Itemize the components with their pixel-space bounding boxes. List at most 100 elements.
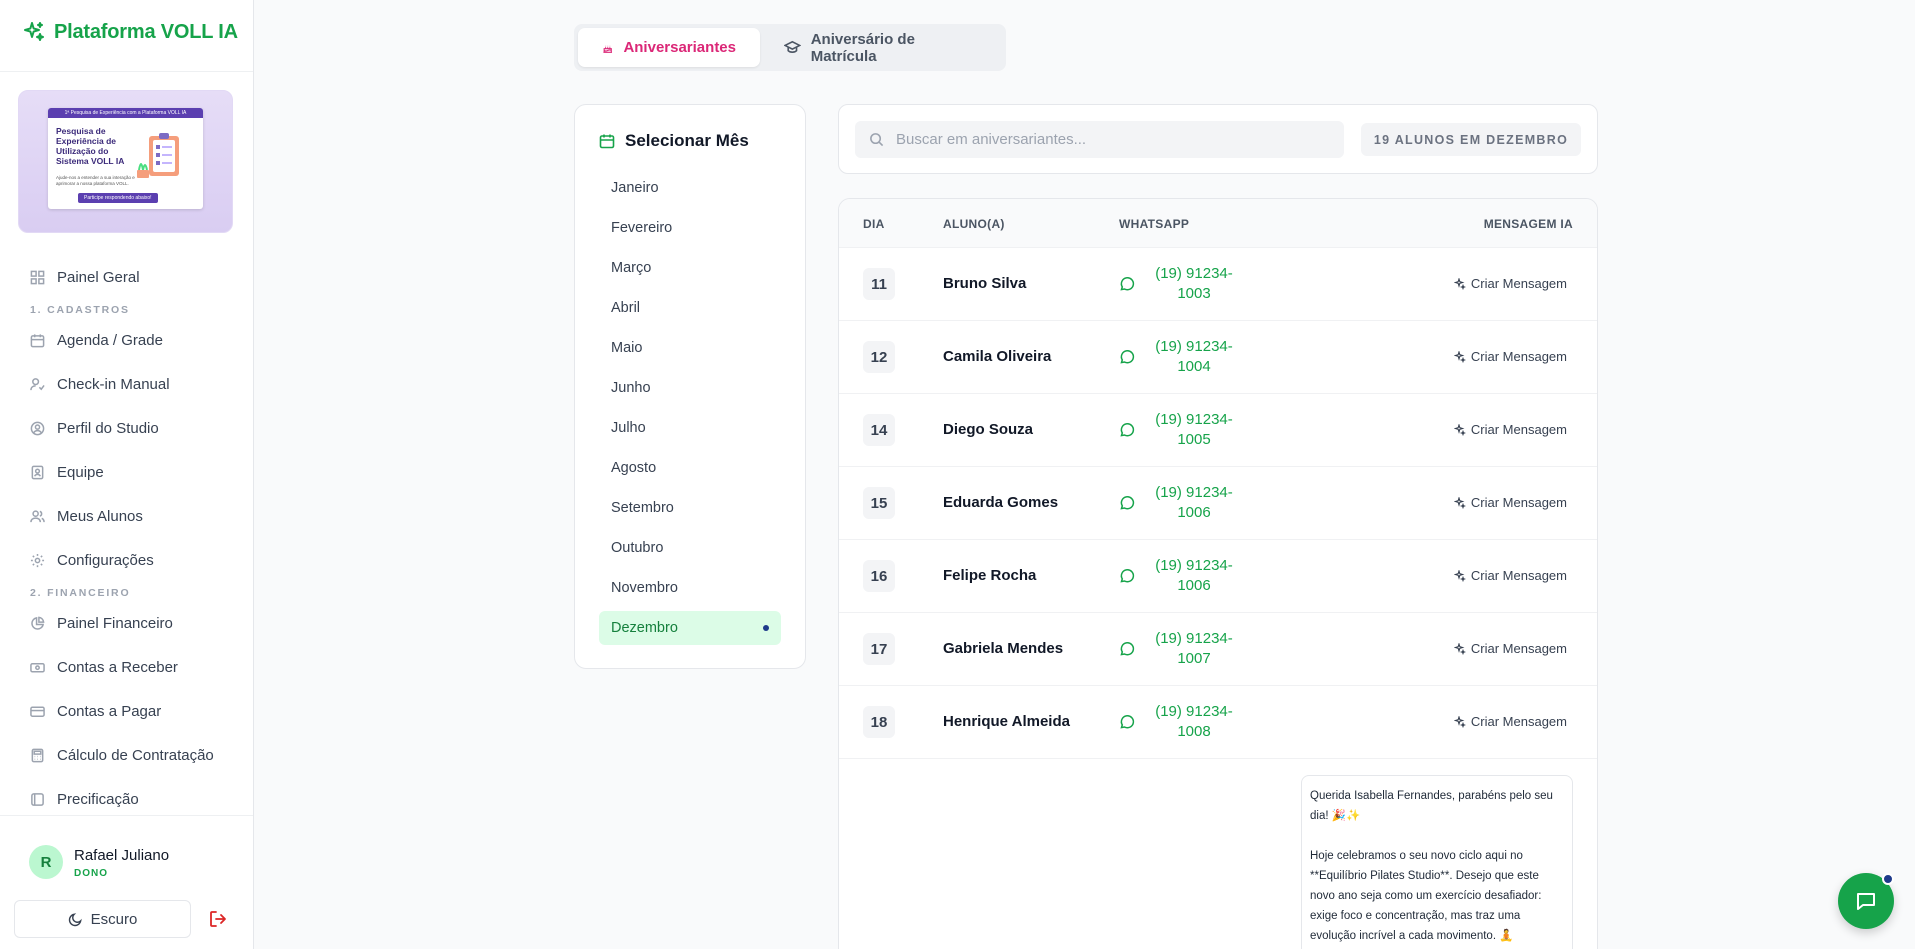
whatsapp-link[interactable]: (19) 91234- 1005 xyxy=(1149,410,1239,450)
nav-label: Painel Geral xyxy=(57,268,140,286)
table-row: 15 Eduarda Gomes (19) 91234- 1006 Criar M… xyxy=(839,467,1597,540)
nav-precificacao[interactable]: Precificação xyxy=(30,788,139,810)
nav-agenda[interactable]: Agenda / Grade xyxy=(30,329,163,351)
nav-label: Meus Alunos xyxy=(57,507,143,525)
nav-equipe[interactable]: Equipe xyxy=(30,461,104,483)
nav-label: Perfil do Studio xyxy=(57,419,159,437)
moon-icon xyxy=(68,912,82,926)
sparkle-logo-icon xyxy=(24,22,44,41)
message-paragraph: Hoje celebramos o seu novo ciclo aqui no… xyxy=(1310,850,1542,942)
generated-message-box[interactable]: Querida Isabella Fernandes, parabéns pel… xyxy=(1301,775,1573,949)
phone-part: (19) 91234- xyxy=(1155,338,1233,355)
month-item[interactable]: Novembro xyxy=(611,580,678,596)
sparkle-icon xyxy=(1453,569,1466,582)
create-message-button[interactable]: Criar Mensagem xyxy=(1453,641,1567,656)
brand[interactable]: Plataforma VOLL IA xyxy=(22,20,238,44)
month-selector-panel: Selecionar Mês Janeiro Fevereiro Março A… xyxy=(574,104,806,669)
student-name: Bruno Silva xyxy=(943,275,1027,292)
month-item[interactable]: Janeiro xyxy=(611,180,659,196)
theme-label: Escuro xyxy=(90,910,138,928)
calendar-icon xyxy=(30,333,45,347)
banner-subtitle: Ajude-nos a entender a sua interação e a… xyxy=(56,175,135,186)
day-badge: 18 xyxy=(863,706,895,738)
whatsapp-icon xyxy=(1120,496,1135,510)
banknote-icon xyxy=(30,662,45,672)
create-message-button[interactable]: Criar Mensagem xyxy=(1453,495,1567,510)
user-name: Rafael Juliano xyxy=(74,847,170,864)
avatar[interactable]: R xyxy=(29,845,63,879)
month-item[interactable]: Fevereiro xyxy=(611,220,673,236)
month-item[interactable]: Maio xyxy=(611,340,643,356)
sidebar: Plataforma VOLL IA 1ª Pesquisa de Experi… xyxy=(0,0,254,949)
dark-mode-button[interactable]: Escuro xyxy=(14,900,191,938)
logout-icon[interactable] xyxy=(208,909,228,929)
month-item[interactable]: Outubro xyxy=(611,540,664,556)
month-item-selected[interactable]: Dezembro xyxy=(599,611,781,645)
create-message-button[interactable]: Criar Mensagem xyxy=(1453,276,1567,291)
banner-card: 1ª Pesquisa de Experiência com a Platafo… xyxy=(48,108,203,209)
gear-icon xyxy=(30,553,45,567)
day-badge: 12 xyxy=(863,341,895,373)
nav-painel-financeiro[interactable]: Painel Financeiro xyxy=(30,612,173,634)
tab-label: Aniversariantes xyxy=(623,39,736,56)
whatsapp-link[interactable]: (19) 91234- 1006 xyxy=(1149,483,1239,523)
sparkle-icon xyxy=(1453,350,1466,363)
table-row: 18 Henrique Almeida (19) 91234- 1008 Cria… xyxy=(839,686,1597,759)
nav-alunos[interactable]: Meus Alunos xyxy=(30,505,143,527)
table-row: 11 Bruno Silva (19) 91234- 1003 Criar Men… xyxy=(839,248,1597,321)
whatsapp-link[interactable]: (19) 91234- 1003 xyxy=(1149,264,1239,304)
phone-part: 1008 xyxy=(1177,723,1211,740)
whatsapp-link[interactable]: (19) 91234- 1007 xyxy=(1149,629,1239,669)
whatsapp-icon xyxy=(1120,642,1135,656)
tab-aniversario-matricula[interactable]: Aniversário de Matrícula xyxy=(760,28,1006,67)
view-tabs: Aniversariantes Aniversário de Matrícula xyxy=(574,24,1006,71)
phone-part: 1007 xyxy=(1177,650,1211,667)
month-item[interactable]: Abril xyxy=(611,300,641,316)
nav-perfil[interactable]: Perfil do Studio xyxy=(30,417,159,439)
student-name: Felipe Rocha xyxy=(943,567,1037,584)
month-item[interactable]: Março xyxy=(611,260,652,276)
phone-part: 1003 xyxy=(1177,285,1211,302)
sparkle-icon xyxy=(1453,277,1466,290)
search-input[interactable] xyxy=(896,131,1336,148)
nav-calculo[interactable]: Cálculo de Contratação xyxy=(30,744,214,766)
create-message-button[interactable]: Criar Mensagem xyxy=(1453,568,1567,583)
table-row: 17 Gabriela Mendes (19) 91234- 1007 Criar… xyxy=(839,613,1597,686)
cake-icon xyxy=(603,45,613,53)
pie-chart-icon xyxy=(31,616,45,630)
create-message-button[interactable]: Criar Mensagem xyxy=(1453,422,1567,437)
tab-aniversariantes[interactable]: Aniversariantes xyxy=(578,28,760,67)
whatsapp-link[interactable]: (19) 91234- 1006 xyxy=(1149,556,1239,596)
sparkle-icon xyxy=(1453,496,1466,509)
brand-name: Plataforma VOLL IA xyxy=(54,20,238,43)
nav-section-financeiro: 2. FINANCEIRO xyxy=(30,587,131,599)
chat-button[interactable] xyxy=(1838,873,1894,929)
create-message-button[interactable]: Criar Mensagem xyxy=(1453,714,1567,729)
phone-part: (19) 91234- xyxy=(1155,411,1233,428)
dashboard-icon xyxy=(30,270,45,284)
nav-contas-pagar[interactable]: Contas a Pagar xyxy=(30,700,161,722)
create-message-button[interactable]: Criar Mensagem xyxy=(1453,349,1567,364)
whatsapp-icon xyxy=(1120,277,1135,291)
whatsapp-link[interactable]: (19) 91234- 1004 xyxy=(1149,337,1239,377)
nav-painel-geral[interactable]: Painel Geral xyxy=(30,266,140,288)
month-item[interactable]: Agosto xyxy=(611,460,657,476)
phone-part: 1006 xyxy=(1177,577,1211,594)
nav-contas-receber[interactable]: Contas a Receber xyxy=(30,656,178,678)
create-message-label: Criar Mensagem xyxy=(1470,641,1567,656)
survey-banner[interactable]: 1ª Pesquisa de Experiência com a Platafo… xyxy=(18,90,233,233)
calculator-icon xyxy=(31,748,44,762)
nav-configuracoes[interactable]: Configurações xyxy=(30,549,154,571)
nav-checkin[interactable]: Check-in Manual xyxy=(30,373,170,395)
month-item[interactable]: Julho xyxy=(611,420,646,436)
whatsapp-link[interactable]: (19) 91234- 1008 xyxy=(1149,702,1239,742)
birthday-table: DIA ALUNO(A) WHATSAPP MENSAGEM IA 11 Bru… xyxy=(838,198,1598,949)
nav-label: Check-in Manual xyxy=(57,375,170,393)
sparkle-icon xyxy=(1453,642,1466,655)
banner-cta: Participe respondendo abaixo! xyxy=(78,193,158,203)
table-row: 14 Diego Souza (19) 91234- 1005 Criar Men… xyxy=(839,394,1597,467)
month-item[interactable]: Junho xyxy=(611,380,651,396)
student-count-badge: 19 ALUNOS EM DEZEMBRO xyxy=(1361,123,1581,156)
month-item[interactable]: Setembro xyxy=(611,500,674,516)
search-box[interactable] xyxy=(855,121,1344,158)
